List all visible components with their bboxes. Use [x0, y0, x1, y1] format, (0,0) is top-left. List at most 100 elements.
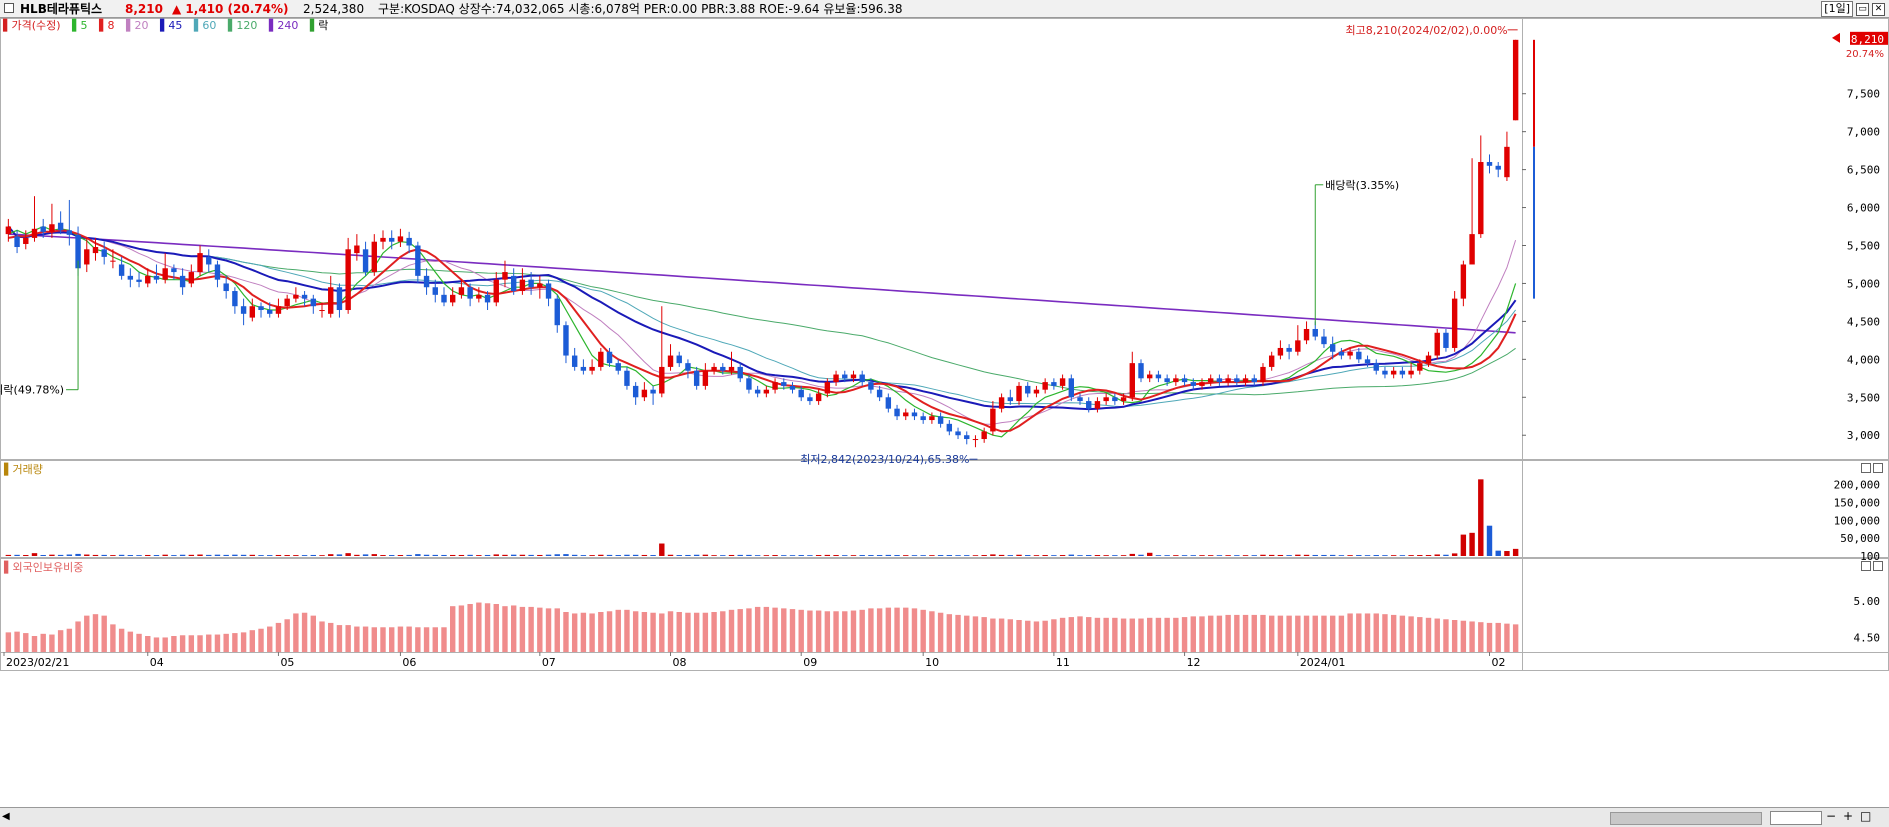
scroll-left-icon[interactable]: ◀ [2, 811, 10, 822]
zoom-fit-icon[interactable]: □ [1860, 809, 1872, 823]
legend-ma240[interactable]: ▌240 [268, 19, 299, 32]
foreign-ownership-bar [624, 609, 630, 652]
candle-body [667, 355, 674, 367]
volume-bar [1478, 479, 1484, 556]
foreign-ownership-bar [301, 612, 308, 652]
stock-name[interactable]: HLB테라퓨틱스 [20, 2, 103, 16]
legend-ma45[interactable]: ▌45 [159, 19, 183, 32]
volume-bar [876, 555, 883, 556]
close-button[interactable]: ✕ [1872, 2, 1885, 16]
ex-rights-label: 권리락(49.78%) [0, 384, 64, 397]
volume-bar [406, 554, 412, 556]
volume-bar [859, 555, 865, 556]
stock-select-checkbox[interactable] [4, 3, 14, 13]
candle-body [807, 397, 813, 402]
volume-bar [188, 554, 195, 556]
foreign-ownership-bar [545, 608, 552, 652]
foreign-ownership-bar [310, 615, 316, 652]
volume-bar [240, 554, 247, 556]
zoom-out-icon[interactable]: − [1826, 809, 1837, 823]
volume-bar [1356, 555, 1362, 556]
candle-body [885, 397, 892, 409]
volume-bar [510, 554, 517, 556]
foreign-ownership-bar [214, 634, 221, 652]
legend-ma60[interactable]: ▌60 [193, 19, 217, 32]
volume-bar [990, 554, 996, 556]
volume-bar [1199, 555, 1205, 556]
ma45-line [7, 225, 1517, 411]
volume-panel-label[interactable]: ▌거래량 [4, 463, 43, 476]
foreign-panel-close-button[interactable] [1873, 561, 1883, 571]
price-panel-frame [0, 18, 1889, 460]
legend-ma8[interactable]: ▌8 [99, 19, 115, 32]
legend-ma5[interactable]: ▌5 [72, 19, 88, 32]
volume-bar [484, 554, 491, 556]
zoom-in-icon[interactable]: + [1843, 809, 1854, 823]
volume-bar [467, 554, 473, 556]
foreign-axis-tick: 4.50 [1854, 631, 1881, 644]
volume-bar [1268, 554, 1275, 556]
zoom-slider[interactable] [1770, 811, 1822, 825]
stock-details: 구분:KOSDAQ 상장수:74,032,065 시총:6,078억 PER:0… [378, 2, 903, 16]
volume-bar [711, 555, 717, 556]
foreign-panel-label[interactable]: ▌외국인보유비중 [4, 561, 84, 574]
period-selector[interactable]: [1일] [1821, 1, 1853, 17]
foreign-ownership-bar [493, 604, 499, 652]
volume-bar [641, 554, 648, 556]
foreign-ownership-bar [40, 633, 46, 652]
volume-panel-maximize-button[interactable] [1861, 463, 1871, 473]
volume-bar [136, 555, 142, 556]
scroll-thumb[interactable] [1610, 812, 1762, 825]
foreign-ownership-bar [868, 608, 874, 652]
foreign-ownership-bar [284, 619, 290, 652]
legend-ma120[interactable]: ▌120 [227, 19, 258, 32]
volume-bar [206, 554, 212, 556]
volume-bar [336, 554, 343, 556]
candle-body [1086, 401, 1092, 409]
foreign-ownership-bar [1190, 616, 1196, 652]
foreign-ownership-bar [859, 609, 865, 652]
volume-bar [964, 555, 970, 556]
candle-body [693, 370, 700, 386]
volume-bar [171, 555, 177, 556]
foreign-ownership-bar [5, 632, 12, 652]
candle-body [258, 306, 264, 311]
candle-body [1155, 374, 1162, 379]
candle-body [328, 287, 334, 314]
foreign-ownership-bar [598, 612, 604, 652]
legend-ma20[interactable]: ▌20 [125, 19, 149, 32]
volume-bar [1321, 554, 1327, 556]
foreign-panel-maximize-button[interactable] [1861, 561, 1871, 571]
ex-dividend-label: 배당락(3.35%) [1325, 179, 1399, 192]
candle-body [598, 351, 604, 367]
legend-ex-rights[interactable]: ▌락 [309, 19, 329, 32]
candle-body [606, 351, 613, 364]
foreign-ownership-bar [571, 613, 578, 652]
candle-body [1173, 378, 1179, 383]
volume-bar [493, 554, 499, 556]
foreign-ownership-bar [693, 612, 700, 652]
restore-button[interactable]: ▭ [1856, 2, 1869, 16]
foreign-ownership-bar [781, 608, 787, 652]
chart-scrollbar[interactable]: ◀ − + □ [0, 807, 1889, 827]
volume-bar [1303, 554, 1310, 556]
candle-body [136, 279, 142, 282]
candle-body [31, 228, 38, 238]
candle-body [66, 230, 73, 235]
foreign-ownership-bar [1390, 614, 1397, 652]
legend-price[interactable]: ▌가격(수정) [3, 19, 61, 32]
ma5-line [8, 225, 1517, 438]
foreign-ownership-bar [153, 637, 160, 652]
candle-body [903, 412, 909, 417]
candle-body [171, 268, 177, 273]
volume-bar [1216, 555, 1223, 556]
candle-body [162, 268, 168, 280]
foreign-ownership-bar [502, 606, 508, 652]
volume-panel-close-button[interactable] [1873, 463, 1883, 473]
candle-body [920, 416, 926, 421]
price-axis-tick: 6,500 [1847, 164, 1880, 177]
foreign-ownership-bar [903, 607, 909, 652]
volume-bar [885, 554, 892, 556]
volume-bar [223, 554, 229, 556]
foreign-ownership-bar [789, 609, 796, 652]
